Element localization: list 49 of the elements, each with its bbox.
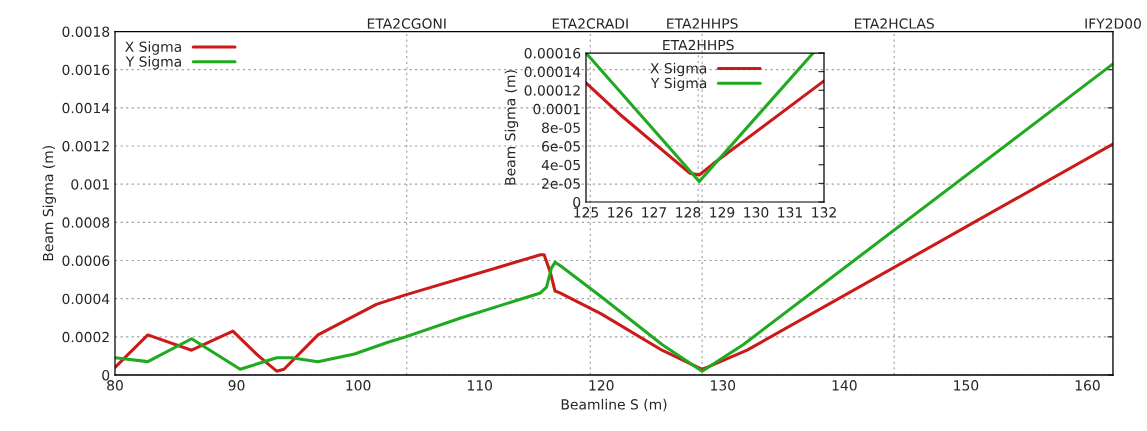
y-tick-label: 0.0004 <box>62 293 110 305</box>
x-tick-label: 100 <box>346 380 371 391</box>
x-tick-label: 80 <box>107 380 123 391</box>
ref-line-label: ETA2CGONI <box>367 18 446 29</box>
y-tick-label: 0.0012 <box>62 140 109 152</box>
ref-line-label: ETA2HHPS <box>667 18 738 29</box>
x-tick-label: 128 <box>676 207 701 218</box>
x-tick-label: 132 <box>812 207 836 218</box>
x-tick-label: 127 <box>642 207 667 218</box>
legend-label: X Sigma <box>125 41 181 55</box>
x-tick-label: 110 <box>467 380 493 391</box>
y-tick-label: 0 <box>573 196 581 208</box>
ref-line-label: ETA2CRADI <box>552 18 628 29</box>
ref-line-label: IFY2D00 <box>1085 18 1141 29</box>
ref-line-label: ETA2HCLAS <box>855 18 934 29</box>
y-tick-label: 0 <box>102 369 110 381</box>
x-tick-label: 130 <box>711 380 736 391</box>
y-tick-label: 0.0001 <box>533 103 580 115</box>
y-tick-label: 0.001 <box>71 179 109 190</box>
legend-label: Y Sigma <box>650 77 707 91</box>
x-tick-label: 90 <box>228 380 245 391</box>
x-tick-label: 129 <box>710 207 735 218</box>
x-tick-label: 125 <box>574 207 599 218</box>
x-tick-label: 160 <box>1075 380 1100 391</box>
y-tick-label: 0.0002 <box>62 331 109 343</box>
x-tick-label: 130 <box>744 207 769 218</box>
x-tick-label: 131 <box>778 207 802 218</box>
x-tick-label: 150 <box>954 380 979 391</box>
y-tick-label: 0.0018 <box>62 26 110 37</box>
y-tick-label: 0.0014 <box>62 102 110 114</box>
y-tick-label: 0.00016 <box>524 47 581 59</box>
y-axis-title: Beam Sigma (m) <box>504 70 519 185</box>
y-tick-label: 0.00012 <box>524 85 580 96</box>
legend-label: Y Sigma <box>125 56 181 70</box>
y-tick-label: 0.0008 <box>62 217 110 228</box>
y-tick-label: 6e-05 <box>542 141 580 152</box>
x-tick-label: 126 <box>608 207 633 218</box>
x-tick-label: 140 <box>832 380 857 391</box>
y-tick-label: 8e-05 <box>542 122 580 133</box>
legend-label: X Sigma <box>650 62 707 77</box>
ref-line-label: ETA2HHPS <box>663 39 734 51</box>
x-axis-title: Beamline S (m) <box>561 398 667 412</box>
y-tick-label: 2e-05 <box>542 178 580 189</box>
y-tick-label: 0.00014 <box>524 66 581 78</box>
y-tick-label: 0.0016 <box>62 64 110 76</box>
y-axis-title: Beam Sigma (m) <box>42 146 56 261</box>
y-tick-label: 4e-05 <box>541 159 580 171</box>
x-tick-label: 120 <box>589 380 614 391</box>
y-tick-label: 0.0006 <box>62 255 110 266</box>
